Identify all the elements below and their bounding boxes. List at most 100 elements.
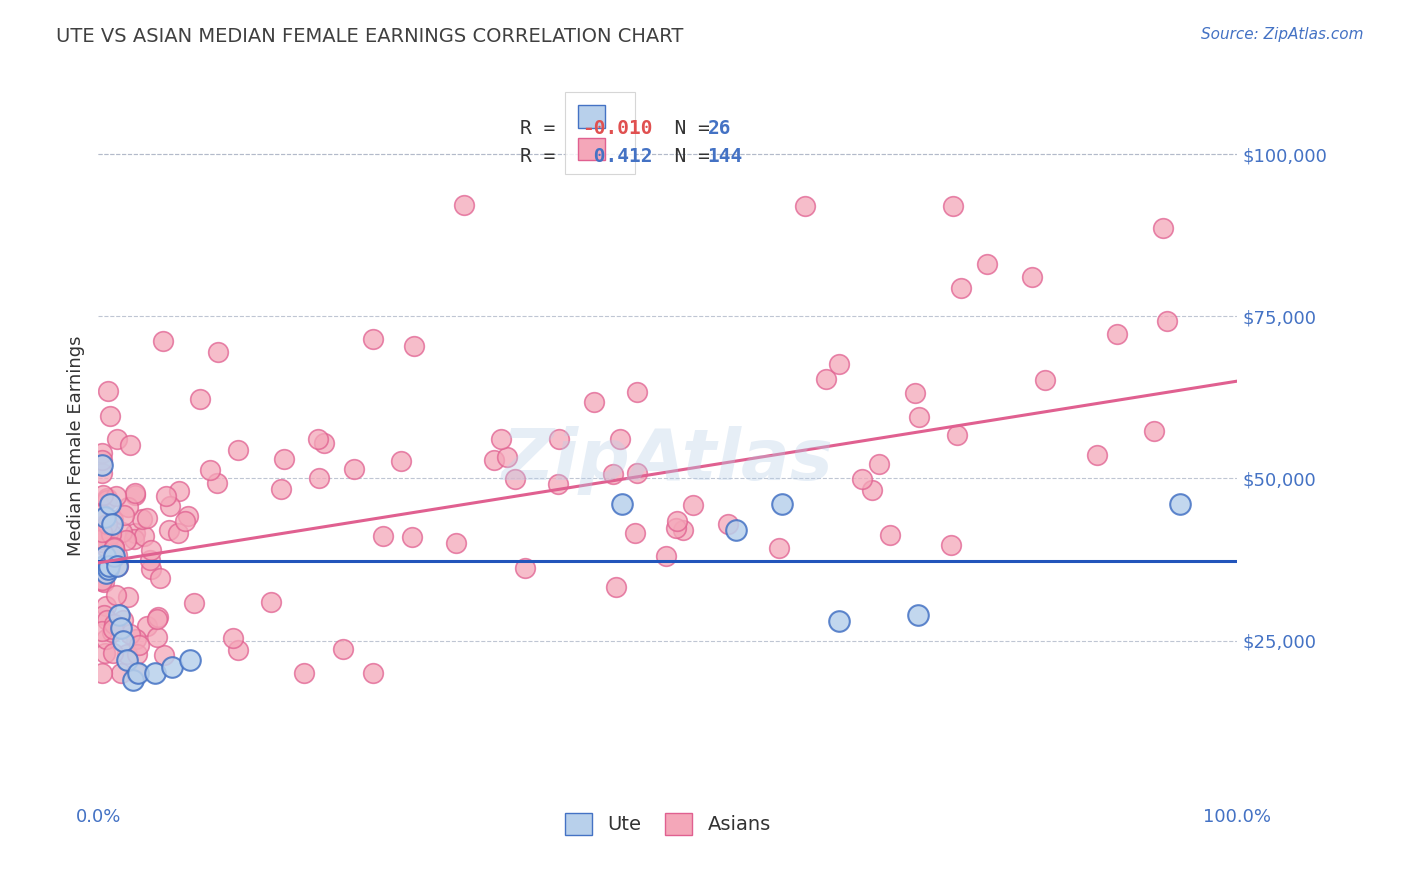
Point <box>666 514 689 528</box>
Point <box>1021 270 1043 285</box>
Text: UTE VS ASIAN MEDIAN FEMALE EARNINGS CORRELATION CHART: UTE VS ASIAN MEDIAN FEMALE EARNINGS CORR… <box>56 27 683 45</box>
Point <box>100 552 122 566</box>
Point <box>94 549 117 564</box>
Point <box>122 533 145 547</box>
Point <box>118 437 141 451</box>
Point <box>626 385 648 400</box>
Point <box>1152 220 1174 235</box>
Point <box>103 540 125 554</box>
Point <box>127 666 149 681</box>
Point <box>270 482 292 496</box>
Point <box>624 525 647 540</box>
Text: 26: 26 <box>707 119 731 138</box>
Point <box>90 467 112 481</box>
Point <box>98 409 121 423</box>
Point <box>118 626 141 640</box>
Point <box>682 498 704 512</box>
Text: N =: N = <box>651 119 721 138</box>
Point <box>101 546 124 560</box>
Point <box>101 625 124 640</box>
Point <box>482 452 505 467</box>
Point <box>98 497 121 511</box>
Text: R =: R = <box>520 147 567 167</box>
Point <box>96 613 118 627</box>
Point <box>717 517 740 532</box>
Point <box>489 433 512 447</box>
Point <box>207 344 229 359</box>
Point <box>1033 373 1056 387</box>
Point <box>90 624 112 639</box>
Point <box>136 511 159 525</box>
Point <box>117 591 139 605</box>
Point <box>103 646 125 660</box>
Point <box>851 472 873 486</box>
Point <box>153 648 176 662</box>
Point <box>1170 497 1192 511</box>
Point <box>124 488 146 502</box>
Point <box>307 432 329 446</box>
Point <box>226 443 249 458</box>
Text: ZipAtlas: ZipAtlas <box>502 425 834 495</box>
Point <box>90 533 112 547</box>
Point <box>157 523 180 537</box>
Point <box>96 516 118 531</box>
Point <box>93 518 115 533</box>
Point <box>103 616 125 631</box>
Point <box>91 574 114 589</box>
Text: N =: N = <box>651 147 721 167</box>
Point <box>90 535 112 549</box>
Point <box>188 392 211 406</box>
Point <box>814 372 837 386</box>
Point <box>605 581 627 595</box>
Legend: Ute, Asians: Ute, Asians <box>557 805 779 843</box>
Point <box>101 516 124 531</box>
Point <box>612 497 634 511</box>
Text: R =: R = <box>520 119 567 138</box>
Point <box>665 520 688 534</box>
Point <box>136 618 159 632</box>
Point <box>770 497 793 511</box>
Point <box>90 458 112 473</box>
Point <box>363 332 385 346</box>
Point <box>1156 314 1178 328</box>
Point <box>609 433 631 447</box>
Point <box>96 599 118 613</box>
Point <box>159 499 181 513</box>
Point <box>146 630 169 644</box>
Point <box>134 529 156 543</box>
Point <box>131 512 153 526</box>
Point <box>90 507 112 521</box>
Text: 0.412: 0.412 <box>582 147 652 167</box>
Point <box>904 386 927 401</box>
Point <box>308 471 330 485</box>
Point <box>222 631 245 645</box>
Y-axis label: Median Female Earnings: Median Female Earnings <box>66 335 84 557</box>
Point <box>105 489 128 503</box>
Point <box>260 595 283 609</box>
Point <box>166 526 188 541</box>
Point <box>115 647 138 661</box>
Point <box>111 613 134 627</box>
Point <box>112 508 135 522</box>
Point <box>725 524 748 538</box>
Point <box>371 529 394 543</box>
Point <box>389 454 412 468</box>
Point <box>139 543 162 558</box>
Point <box>828 614 851 628</box>
Point <box>108 607 131 622</box>
Point <box>94 510 117 524</box>
Point <box>114 533 136 548</box>
Point <box>90 666 112 681</box>
Point <box>94 540 117 554</box>
Point <box>94 646 117 660</box>
Point <box>907 607 929 622</box>
Point <box>404 338 426 352</box>
Point <box>503 473 526 487</box>
Point <box>105 559 128 574</box>
Point <box>768 541 790 555</box>
Point <box>124 526 146 541</box>
Point <box>91 532 114 546</box>
Point <box>868 458 890 472</box>
Point <box>96 493 118 508</box>
Point <box>101 513 124 527</box>
